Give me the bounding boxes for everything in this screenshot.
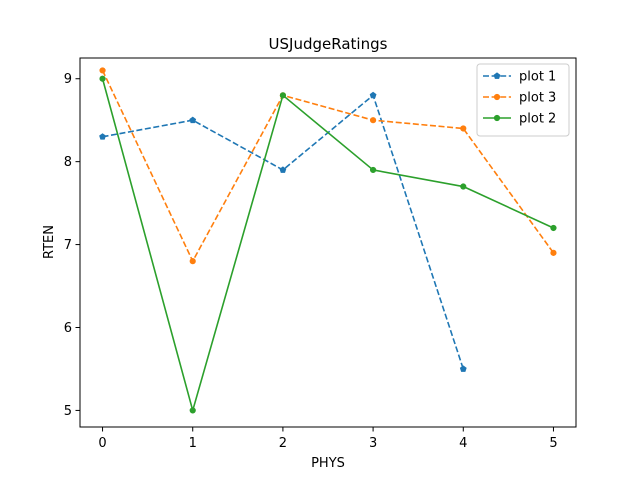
x-axis-label: PHYS [311,456,345,471]
data-point [99,67,106,74]
x-tick-label: 0 [98,436,106,451]
data-point [460,183,467,190]
y-tick-label: 7 [64,238,72,253]
series-line [101,78,554,412]
legend-item: plot 1 [483,70,556,85]
x-tick-label: 3 [369,436,377,451]
legend-item: plot 2 [483,112,556,127]
legend-label: plot 1 [519,70,556,85]
legend-item: plot 3 [483,91,556,106]
x-tick-label: 4 [459,436,467,451]
data-point [459,365,467,372]
x-tick-label: 2 [279,436,287,451]
data-point [99,133,106,140]
x-axis: 0 1 2 3 4 5 [98,427,558,451]
y-axis: 5 6 7 8 9 [64,72,80,419]
series-layer [99,67,557,414]
legend-marker [493,93,501,101]
data-point [99,75,106,82]
x-tick-label: 1 [189,436,197,451]
y-tick-label: 5 [64,404,72,419]
data-point [279,166,287,173]
series-line [101,70,555,262]
y-axis-label: RTEN [42,225,57,259]
y-tick-label: 9 [64,72,72,87]
legend-label: plot 3 [519,91,556,106]
data-point [189,407,196,414]
data-point [550,249,557,256]
y-tick-label: 8 [64,155,72,170]
data-point [550,224,557,232]
data-point [189,258,196,265]
data-point [189,116,197,124]
legend-marker [493,114,501,122]
data-point [369,91,377,99]
plot-frame [79,57,577,428]
data-point [279,92,287,99]
series-plot-1 [99,91,467,372]
chart-title: USJudgeRatings [269,35,388,53]
y-tick-label: 6 [64,321,72,336]
data-point [369,117,377,124]
x-tick-label: 5 [549,436,557,451]
series-plot-2 [99,75,557,414]
legend-marker [493,72,501,79]
data-point [460,125,467,132]
legend: plot 1 plot 3 plot 2 [476,63,570,137]
legend-label: plot 2 [519,112,556,127]
data-point [369,166,377,174]
